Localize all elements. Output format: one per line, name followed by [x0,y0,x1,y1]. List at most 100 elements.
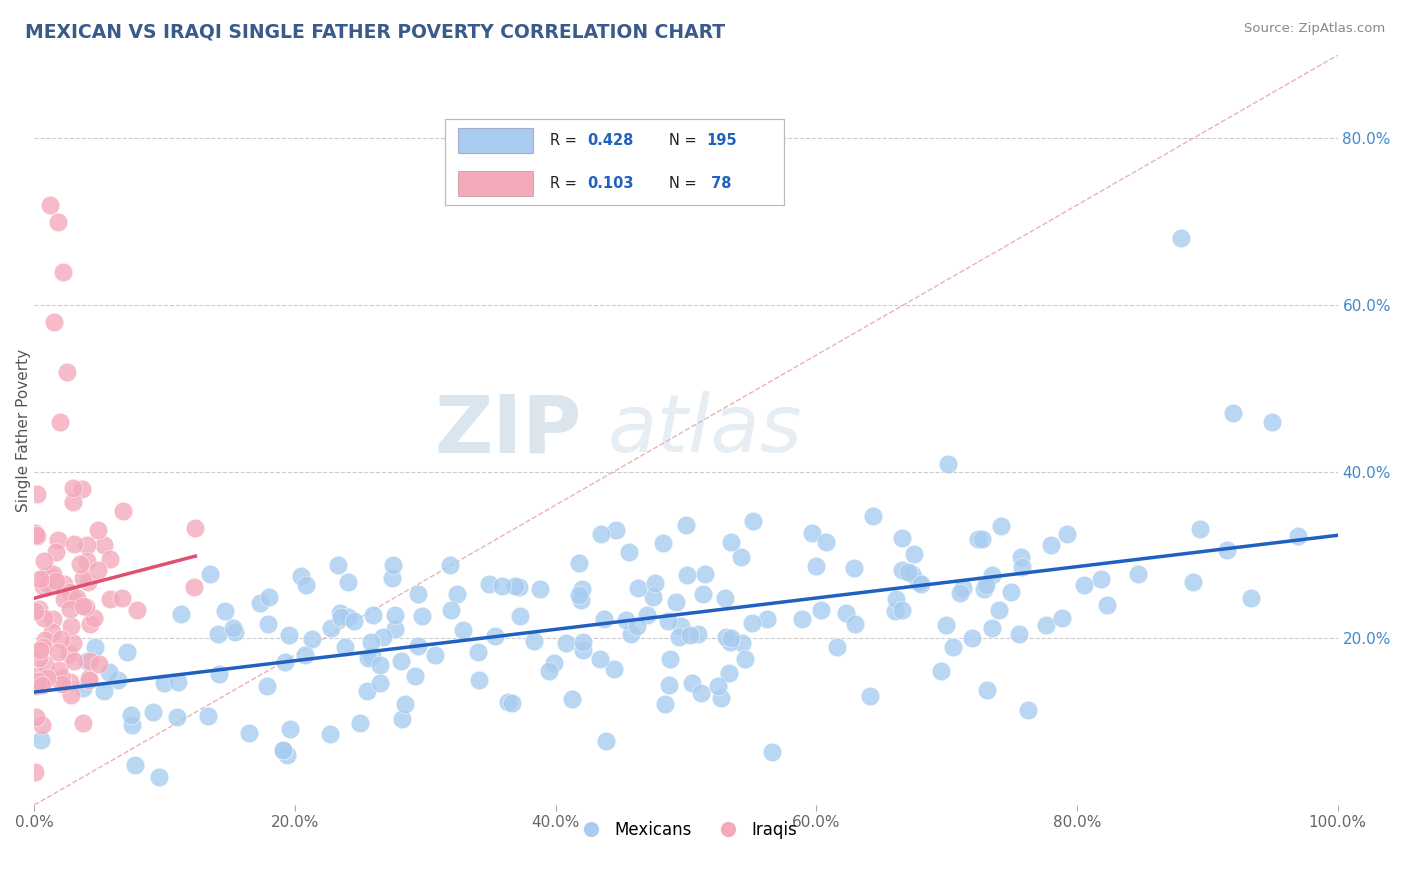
Point [349,715,371,730]
Point [713,591,735,605]
Point [34,657,56,671]
Point [79,654,101,668]
Point [32,554,55,568]
Point [208,666,231,681]
Point [28,601,51,615]
Point [411,608,433,623]
Point [319,727,342,741]
Point [87,523,110,537]
Point [1056,527,1078,541]
Point [42,566,65,581]
Point [49,632,72,646]
Point [720,535,742,549]
Point [790,612,813,626]
Point [169,607,191,621]
Point [197,709,219,723]
Point [718,665,741,680]
Point [34,570,56,584]
Text: MEXICAN VS IRAQI SINGLE FATHER POVERTY CORRELATION CHART: MEXICAN VS IRAQI SINGLE FATHER POVERTY C… [25,22,725,41]
Point [52,591,75,606]
Point [692,587,714,601]
Point [389,654,412,668]
Point [496,695,519,709]
Point [537,664,560,678]
Point [884,591,907,606]
Point [62,482,84,496]
Point [45,545,67,559]
Point [72,599,94,613]
Point [271,743,294,757]
Point [842,561,865,575]
Point [391,712,413,726]
Point [328,558,350,572]
Point [1011,560,1033,574]
Point [1170,231,1192,245]
Point [589,652,612,666]
Point [76,654,98,668]
Point [93,538,115,552]
Point [651,535,673,549]
Point [523,634,546,648]
Point [79,616,101,631]
Point [543,656,565,670]
Point [343,615,366,629]
Point [1073,578,1095,592]
Point [59,585,82,599]
Point [467,645,489,659]
Point [34,632,56,647]
Point [614,613,637,627]
Point [28,651,51,665]
Point [356,684,378,698]
Point [166,710,188,724]
Point [124,757,146,772]
Point [142,705,165,719]
Point [66,591,89,606]
Point [24,679,46,693]
Point [810,603,832,617]
Point [468,673,491,687]
Point [207,627,229,641]
Point [1090,572,1112,586]
Point [972,532,994,546]
Point [720,631,742,645]
Point [25,529,48,543]
Point [1189,522,1212,536]
Point [198,567,221,582]
Point [844,617,866,632]
Point [439,558,461,573]
Point [620,627,643,641]
Point [121,717,143,731]
Point [56,365,79,379]
Point [120,707,142,722]
Point [907,575,929,590]
Point [641,590,664,604]
Point [1010,550,1032,565]
Point [335,640,357,654]
Point [32,579,55,593]
Point [111,591,134,605]
Point [657,614,679,628]
Point [257,590,280,604]
Point [569,593,592,607]
Point [49,415,72,429]
Point [654,697,676,711]
Point [676,568,699,582]
Point [636,608,658,623]
Point [935,618,957,632]
Point [1261,415,1284,429]
Point [46,645,69,659]
Point [730,550,752,565]
Point [406,639,429,653]
Point [58,647,80,661]
Point [72,571,94,585]
Point [491,579,513,593]
Point [127,603,149,617]
Point [891,603,914,617]
Point [572,642,595,657]
Point [1181,574,1204,589]
Point [76,554,98,568]
Point [24,764,46,779]
Point [28,643,51,657]
Point [368,657,391,672]
Point [153,676,176,690]
